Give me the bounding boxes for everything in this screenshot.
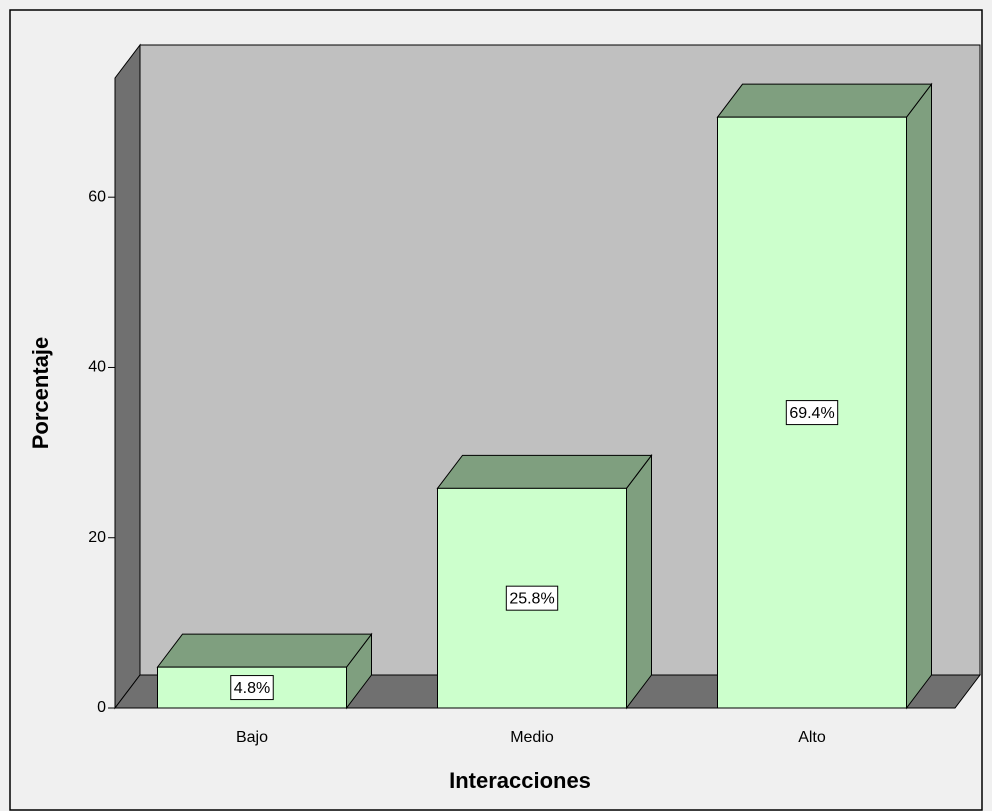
x-tick-label: Bajo — [236, 729, 268, 746]
x-axis-title: Interacciones — [449, 768, 591, 793]
value-label: 69.4% — [789, 405, 834, 422]
value-label-box — [505, 585, 559, 611]
value-label-box — [230, 675, 274, 701]
bar-side — [626, 453, 652, 710]
y-axis-title: Porcentaje — [28, 337, 53, 450]
x-tick-label: Alto — [798, 729, 826, 746]
left-wall — [114, 43, 141, 710]
y-tick-label: 40 — [88, 359, 106, 376]
y-tick-label: 20 — [88, 529, 106, 546]
value-label: 25.8% — [509, 590, 554, 607]
y-tick-label: 0 — [97, 699, 106, 716]
bar-top — [156, 633, 373, 668]
bar-side — [906, 82, 932, 710]
bar-top — [436, 454, 653, 489]
value-label-box — [785, 400, 839, 426]
bar-top — [716, 83, 933, 118]
x-tick-label: Medio — [510, 729, 554, 746]
y-tick-label: 60 — [88, 188, 106, 205]
value-label: 4.8% — [234, 680, 270, 697]
